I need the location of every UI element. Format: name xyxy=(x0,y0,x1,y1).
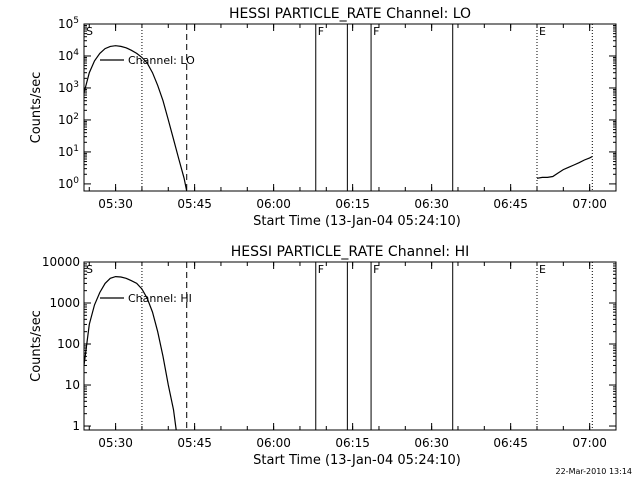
x-tick-label: 06:45 xyxy=(493,436,528,450)
x-tick-label: 07:00 xyxy=(572,197,607,211)
x-tick-label: 05:30 xyxy=(98,197,133,211)
y-tick-label: 1000 xyxy=(49,296,80,310)
event-marker-label: F xyxy=(318,25,324,38)
event-marker-label: E xyxy=(539,263,546,276)
event-marker-label: E xyxy=(539,25,546,38)
y-tick-label: 100 xyxy=(57,337,80,351)
hi-channel-panel: HESSI PARTICLE_RATE Channel: HI 05:30 05:4… xyxy=(29,244,617,468)
x-tick-label: 06:30 xyxy=(414,197,449,211)
x-tick-label: 06:15 xyxy=(335,436,370,450)
series-line xyxy=(536,155,593,179)
series-line xyxy=(83,45,188,192)
plot-frame xyxy=(83,23,617,192)
y-tick-label: 105 xyxy=(58,16,79,31)
x-axis-label: Start Time (13-Jan-04 05:24:10) xyxy=(253,453,461,468)
lo-channel-panel: HESSI PARTICLE_RATE Channel: LO 05:30 05:4… xyxy=(29,6,617,229)
event-marker-label: S xyxy=(86,25,93,38)
y-tick-label: 101 xyxy=(58,144,79,159)
y-tick-label: 104 xyxy=(58,48,79,63)
y-tick-label: 10000 xyxy=(42,255,80,269)
event-marker-label: F xyxy=(318,263,324,276)
event-marker-label: F xyxy=(373,25,379,38)
chart-title: HESSI PARTICLE_RATE Channel: HI xyxy=(231,244,469,260)
x-tick-label: 06:45 xyxy=(493,197,528,211)
y-tick-label: 103 xyxy=(58,80,79,95)
y-tick-label: 1 xyxy=(72,419,80,433)
x-tick-label: 06:00 xyxy=(256,436,291,450)
legend-label: Channel: LO xyxy=(128,54,195,67)
y-tick-label: 10 xyxy=(65,378,80,392)
y-tick-label: 100 xyxy=(58,176,79,191)
x-tick-label: 06:15 xyxy=(335,197,370,211)
x-tick-label: 06:00 xyxy=(256,197,291,211)
x-axis-label: Start Time (13-Jan-04 05:24:10) xyxy=(253,214,461,229)
chart-title: HESSI PARTICLE_RATE Channel: LO xyxy=(229,6,471,22)
x-tick-label: 05:30 xyxy=(98,436,133,450)
event-marker-label: S xyxy=(86,263,93,276)
y-tick-label: 102 xyxy=(58,112,79,127)
legend-label: Channel: HI xyxy=(128,292,192,305)
y-axis-label: Counts/sec xyxy=(29,72,44,144)
x-tick-label: 06:30 xyxy=(414,436,449,450)
x-tick-label: 07:00 xyxy=(572,436,607,450)
plot-frame xyxy=(83,261,617,431)
x-tick-label: 05:45 xyxy=(177,436,212,450)
series-line xyxy=(83,275,177,431)
y-axis-label: Counts/sec xyxy=(29,310,44,382)
x-tick-label: 05:45 xyxy=(177,197,212,211)
generated-timestamp: 22-Mar-2010 13:14 xyxy=(555,467,633,476)
event-marker-label: F xyxy=(373,263,379,276)
